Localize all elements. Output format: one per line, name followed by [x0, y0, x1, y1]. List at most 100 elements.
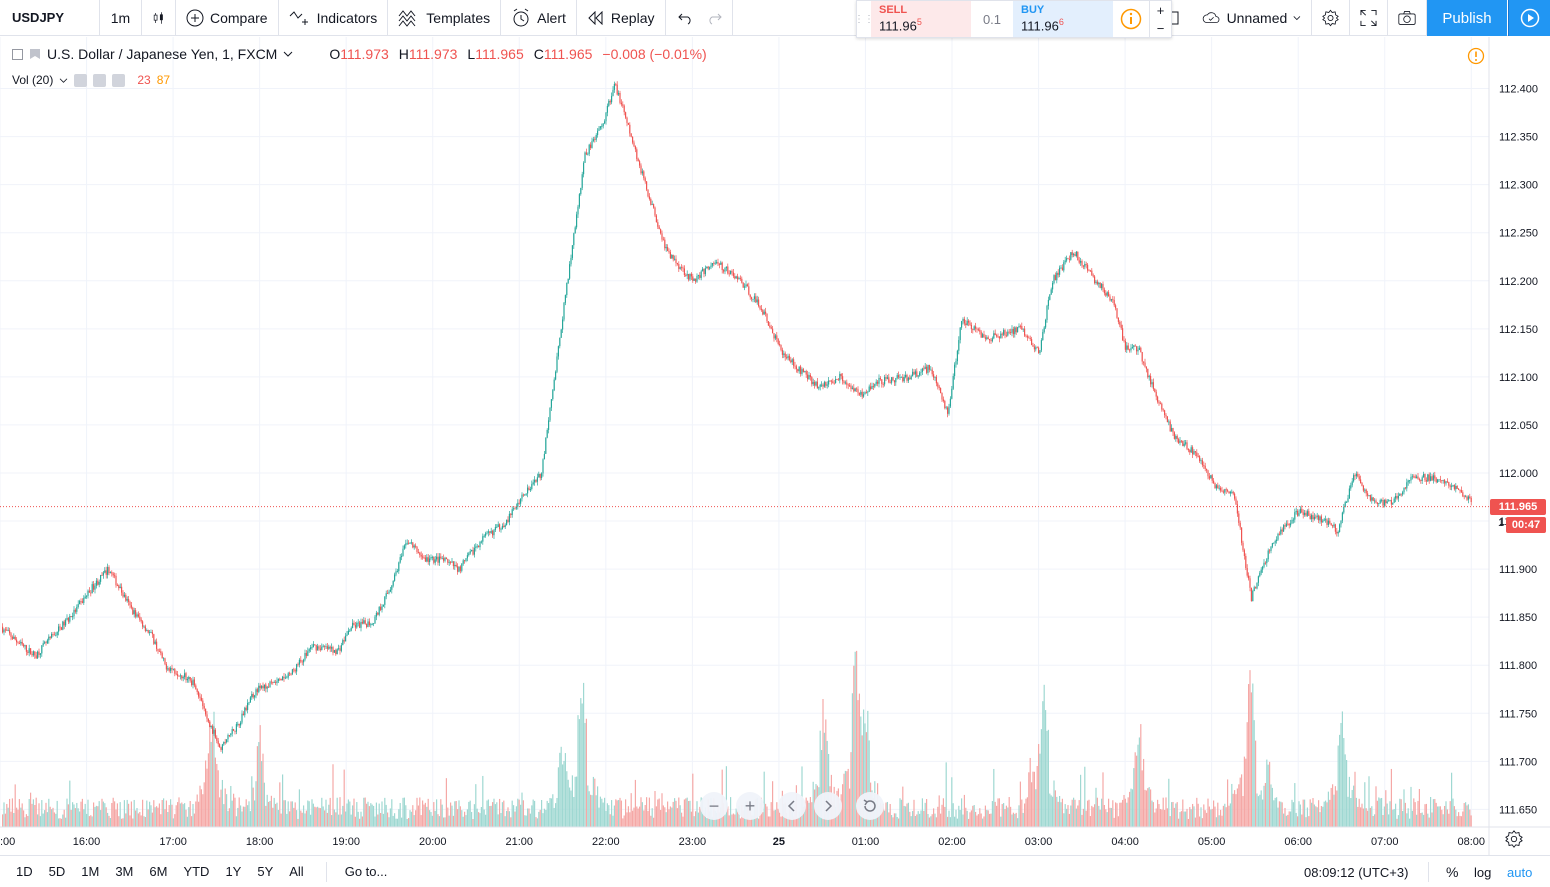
price-chart[interactable]: 112.400112.350112.300112.250112.200112.1… — [0, 37, 1550, 855]
volume-bar — [437, 814, 439, 827]
log-scale-toggle[interactable]: log — [1474, 865, 1492, 880]
chevron-down-icon[interactable] — [59, 77, 68, 84]
range-5d-button[interactable]: 5D — [48, 864, 66, 879]
gear-icon[interactable] — [93, 73, 107, 87]
quantity-minus-button[interactable]: − — [1156, 20, 1165, 36]
volume-bar — [464, 811, 466, 827]
volume-bar — [1404, 802, 1406, 827]
chevron-down-icon[interactable] — [283, 50, 293, 58]
volume-bar — [1043, 684, 1045, 827]
candle-body — [1236, 504, 1238, 514]
volume-bar — [291, 801, 293, 827]
candle-body — [658, 226, 660, 230]
candle-body — [527, 487, 529, 494]
compare-button[interactable]: Compare — [176, 0, 279, 36]
candle-body — [1159, 403, 1161, 405]
buy-button[interactable]: BUY 111.966 — [1013, 1, 1113, 37]
volume-bar — [536, 818, 538, 827]
volume-bar — [167, 812, 169, 827]
drag-handle[interactable]: ⋮⋮ — [854, 13, 874, 25]
eye-icon[interactable] — [74, 73, 88, 87]
scale-settings-button[interactable] — [1505, 830, 1523, 853]
volume-bar — [1115, 802, 1117, 827]
volume-bar — [597, 786, 599, 827]
play-button[interactable] — [1508, 0, 1550, 36]
candle-body — [1378, 503, 1380, 505]
candle-body — [608, 100, 610, 106]
range-3m-button[interactable]: 3M — [115, 864, 134, 879]
zoom-in-button[interactable]: + — [736, 792, 764, 820]
volume-bar — [807, 800, 809, 827]
candle-body — [1294, 512, 1296, 520]
volume-bar — [1145, 790, 1147, 827]
candle-body — [1347, 498, 1349, 503]
volume-bar — [1054, 790, 1056, 827]
volume-bar — [584, 722, 586, 827]
candle-body — [1213, 480, 1215, 483]
collapse-legend-icon[interactable] — [12, 48, 23, 60]
timezone-clock[interactable]: 08:09:12 (UTC+3) — [1304, 865, 1409, 880]
quantity-plus-button[interactable]: + — [1156, 2, 1165, 18]
layout-save-button[interactable]: Unnamed — [1192, 0, 1312, 36]
candle-body — [1164, 410, 1166, 415]
sell-button[interactable]: SELL 111.965 — [871, 1, 971, 37]
volume-bar — [779, 812, 781, 827]
range-all-button[interactable]: All — [289, 864, 304, 879]
range-5y-button[interactable]: 5Y — [257, 864, 274, 879]
auto-scale-toggle[interactable]: auto — [1507, 865, 1533, 880]
range-1m-button[interactable]: 1M — [81, 864, 100, 879]
candle-body — [93, 584, 95, 590]
range-6m-button[interactable]: 6M — [149, 864, 168, 879]
settings-button[interactable] — [1312, 0, 1350, 36]
candle-body — [282, 676, 284, 681]
fullscreen-button[interactable] — [1350, 0, 1388, 36]
indicators-button[interactable]: Indicators — [279, 0, 389, 36]
volume-title: Vol (20) — [12, 73, 54, 87]
info-button[interactable] — [1113, 1, 1149, 37]
scroll-left-button[interactable] — [778, 792, 806, 820]
candle-body — [423, 557, 425, 559]
range-ytd-button[interactable]: YTD — [183, 864, 210, 879]
publish-button[interactable]: Publish — [1427, 0, 1507, 36]
interval-button[interactable]: 1m — [100, 0, 142, 36]
candle-body — [738, 278, 740, 280]
flag-icon[interactable] — [29, 48, 41, 60]
templates-button[interactable]: Templates — [388, 0, 502, 36]
buy-price: 111.96 — [1021, 18, 1059, 34]
redo-button[interactable] — [700, 0, 733, 36]
percent-scale-toggle[interactable]: % — [1446, 864, 1459, 880]
candle-body — [168, 668, 170, 671]
volume-bar — [1285, 815, 1287, 827]
candle-body — [542, 459, 544, 474]
range-1y-button[interactable]: 1Y — [225, 864, 242, 879]
volume-bar — [1451, 772, 1453, 827]
replay-button[interactable]: Replay — [577, 0, 666, 36]
candle-body — [973, 326, 975, 330]
symbol-search-button[interactable]: USDJPY — [0, 0, 100, 36]
volume-bar — [1260, 790, 1262, 827]
volume-bar — [910, 816, 912, 827]
reset-chart-button[interactable] — [856, 792, 884, 820]
candle-body — [713, 263, 715, 264]
candle-body — [641, 171, 643, 174]
volume-bar — [189, 800, 191, 827]
snapshot-button[interactable] — [1388, 0, 1427, 36]
close-icon[interactable] — [112, 73, 126, 87]
candle-body — [210, 725, 212, 728]
volume-bar — [1110, 807, 1112, 827]
warning-icon[interactable] — [1467, 47, 1485, 70]
chart-type-button[interactable] — [142, 0, 176, 36]
candle-body — [714, 262, 716, 264]
zoom-out-button[interactable]: − — [700, 792, 728, 820]
time-tick-label: 07:00 — [1371, 836, 1399, 848]
alert-button[interactable]: Alert — [501, 0, 577, 36]
range-1d-button[interactable]: 1D — [16, 864, 33, 879]
candle-body — [627, 122, 629, 125]
volume-bar — [849, 788, 851, 827]
goto-date-button[interactable]: Go to... — [325, 861, 387, 882]
candle-body — [1332, 525, 1334, 527]
candle-body — [675, 258, 677, 263]
scroll-right-button[interactable] — [814, 792, 842, 820]
undo-button[interactable] — [666, 0, 700, 36]
candle-body — [1199, 456, 1201, 462]
